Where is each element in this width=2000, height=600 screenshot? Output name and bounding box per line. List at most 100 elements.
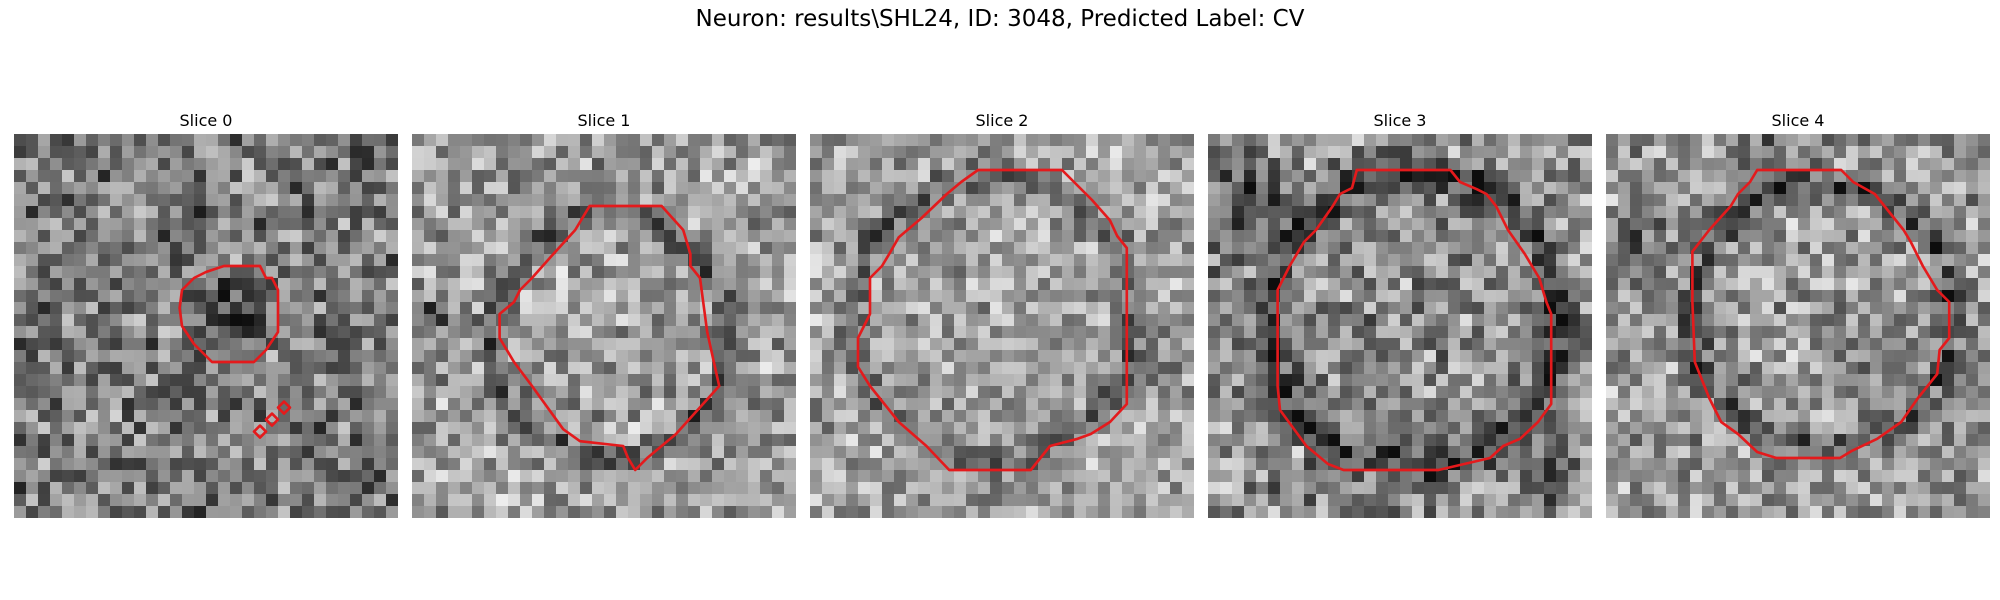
pixel bbox=[834, 434, 847, 447]
pixel bbox=[1208, 398, 1221, 411]
pixel bbox=[14, 350, 27, 363]
pixel bbox=[218, 422, 231, 435]
pixel bbox=[1182, 446, 1194, 459]
pixel bbox=[170, 338, 183, 351]
pixel bbox=[338, 230, 351, 243]
pixel bbox=[1448, 230, 1461, 243]
pixel bbox=[230, 242, 243, 255]
pixel bbox=[448, 302, 461, 315]
pixel bbox=[1062, 386, 1075, 399]
pixel bbox=[1340, 170, 1353, 183]
pixel bbox=[556, 170, 569, 183]
pixel bbox=[460, 158, 473, 171]
pixel bbox=[1978, 434, 1990, 447]
pixel bbox=[412, 146, 425, 159]
pixel bbox=[1328, 350, 1341, 363]
pixel bbox=[1580, 362, 1592, 375]
pixel bbox=[374, 434, 387, 447]
pixel bbox=[1086, 230, 1099, 243]
pixel bbox=[218, 470, 231, 483]
pixel bbox=[1316, 194, 1329, 207]
pixel bbox=[990, 398, 1003, 411]
pixel bbox=[1182, 470, 1194, 483]
pixel bbox=[954, 398, 967, 411]
pixel bbox=[1170, 158, 1183, 171]
pixel bbox=[1170, 506, 1183, 518]
pixel bbox=[664, 158, 677, 171]
pixel bbox=[278, 242, 291, 255]
pixel bbox=[278, 458, 291, 471]
pixel bbox=[1882, 182, 1895, 195]
pixel bbox=[954, 446, 967, 459]
pixel bbox=[520, 242, 533, 255]
pixel bbox=[302, 302, 315, 315]
pixel bbox=[1388, 398, 1401, 411]
pixel bbox=[822, 434, 835, 447]
pixel bbox=[38, 398, 51, 411]
pixel bbox=[1448, 446, 1461, 459]
pixel bbox=[1086, 182, 1099, 195]
pixel bbox=[954, 494, 967, 507]
pixel bbox=[1146, 398, 1159, 411]
pixel bbox=[1412, 206, 1425, 219]
pixel bbox=[918, 422, 931, 435]
pixel bbox=[1110, 446, 1123, 459]
pixel bbox=[242, 458, 255, 471]
pixel bbox=[1280, 158, 1293, 171]
pixel bbox=[1798, 206, 1811, 219]
pixel bbox=[1122, 206, 1135, 219]
pixel bbox=[1714, 182, 1727, 195]
pixel bbox=[1702, 338, 1715, 351]
pixel bbox=[1122, 146, 1135, 159]
pixel bbox=[652, 350, 665, 363]
pixel bbox=[592, 302, 605, 315]
pixel bbox=[604, 194, 617, 207]
pixel bbox=[1232, 134, 1245, 147]
pixel bbox=[568, 422, 581, 435]
pixel bbox=[424, 410, 437, 423]
pixel bbox=[834, 254, 847, 267]
pixel bbox=[724, 182, 737, 195]
pixel bbox=[1400, 422, 1413, 435]
pixel bbox=[1074, 494, 1087, 507]
pixel bbox=[424, 194, 437, 207]
pixel bbox=[1038, 422, 1051, 435]
pixel bbox=[544, 422, 557, 435]
pixel bbox=[134, 326, 147, 339]
pixel bbox=[1256, 350, 1269, 363]
pixel bbox=[664, 350, 677, 363]
pixel bbox=[1666, 362, 1679, 375]
pixel bbox=[218, 338, 231, 351]
pixel bbox=[218, 446, 231, 459]
pixel bbox=[1834, 326, 1847, 339]
pixel bbox=[736, 482, 749, 495]
pixel bbox=[1666, 230, 1679, 243]
pixel bbox=[182, 386, 195, 399]
pixel bbox=[1484, 374, 1497, 387]
pixel bbox=[1364, 410, 1377, 423]
pixel bbox=[1786, 194, 1799, 207]
pixel bbox=[254, 314, 267, 327]
pixel bbox=[110, 434, 123, 447]
pixel bbox=[1774, 326, 1787, 339]
pixel bbox=[556, 278, 569, 291]
pixel bbox=[38, 338, 51, 351]
pixel bbox=[460, 194, 473, 207]
pixel bbox=[326, 146, 339, 159]
pixel bbox=[1256, 506, 1269, 518]
pixel bbox=[1472, 326, 1485, 339]
pixel bbox=[1858, 158, 1871, 171]
pixel bbox=[1568, 134, 1581, 147]
pixel bbox=[918, 494, 931, 507]
pixel bbox=[472, 242, 485, 255]
pixel bbox=[1292, 410, 1305, 423]
pixel bbox=[1472, 266, 1485, 279]
pixel bbox=[1894, 386, 1907, 399]
pixel bbox=[496, 314, 509, 327]
pixel bbox=[38, 158, 51, 171]
pixel bbox=[1050, 194, 1063, 207]
pixel bbox=[1906, 266, 1919, 279]
pixel bbox=[1846, 206, 1859, 219]
pixel bbox=[532, 434, 545, 447]
pixel bbox=[1642, 410, 1655, 423]
